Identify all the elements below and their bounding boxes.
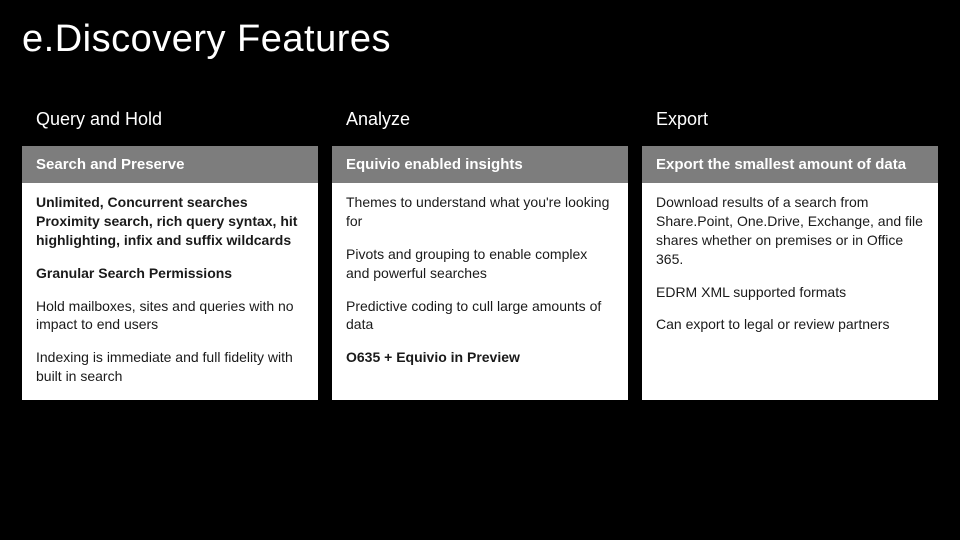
body-item: Hold mailboxes, sites and queries with n… bbox=[36, 297, 304, 335]
page-title: e.Discovery Features bbox=[0, 0, 960, 61]
body-item: Themes to understand what you're looking… bbox=[346, 193, 614, 231]
body-item: Download results of a search from Share.… bbox=[656, 193, 924, 269]
column-body: Themes to understand what you're looking… bbox=[332, 183, 628, 400]
column-body: Unlimited, Concurrent searches Proximity… bbox=[22, 183, 318, 400]
column-analyze: Analyze Equivio enabled insights Themes … bbox=[332, 95, 628, 400]
feature-columns: Query and Hold Search and Preserve Unlim… bbox=[0, 61, 960, 400]
body-item: Predictive coding to cull large amounts … bbox=[346, 297, 614, 335]
body-item: Pivots and grouping to enable complex an… bbox=[346, 245, 614, 283]
column-header: Analyze bbox=[332, 95, 628, 146]
body-item: O635 + Equivio in Preview bbox=[346, 348, 614, 367]
column-export: Export Export the smallest amount of dat… bbox=[642, 95, 938, 400]
body-item: Unlimited, Concurrent searches Proximity… bbox=[36, 193, 304, 250]
column-body: Download results of a search from Share.… bbox=[642, 183, 938, 400]
column-header: Query and Hold bbox=[22, 95, 318, 146]
column-subheader: Export the smallest amount of data bbox=[642, 146, 938, 183]
body-item: Can export to legal or review partners bbox=[656, 315, 924, 334]
column-subheader: Equivio enabled insights bbox=[332, 146, 628, 183]
body-item: Granular Search Permissions bbox=[36, 264, 304, 283]
body-item: Indexing is immediate and full fidelity … bbox=[36, 348, 304, 386]
body-item: EDRM XML supported formats bbox=[656, 283, 924, 302]
column-header: Export bbox=[642, 95, 938, 146]
column-query-hold: Query and Hold Search and Preserve Unlim… bbox=[22, 95, 318, 400]
column-subheader: Search and Preserve bbox=[22, 146, 318, 183]
